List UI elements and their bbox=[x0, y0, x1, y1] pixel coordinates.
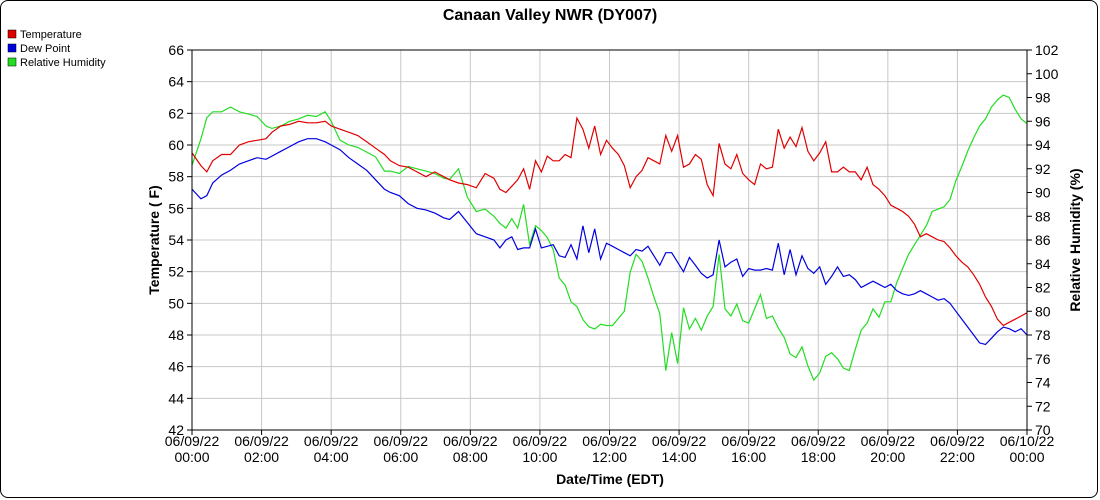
x-tick-label-time: 04:00 bbox=[314, 449, 349, 465]
y-left-tick-label: 50 bbox=[168, 295, 184, 311]
legend: Temperature Dew Point Relative Humidity bbox=[7, 29, 106, 69]
x-tick-label-date: 06/09/22 bbox=[304, 433, 359, 449]
y-right-tick-label: 92 bbox=[1035, 161, 1051, 177]
y-right-tick-label: 88 bbox=[1035, 208, 1051, 224]
x-tick-label-time: 00:00 bbox=[1009, 449, 1044, 465]
legend-label: Dew Point bbox=[20, 43, 70, 55]
x-tick-label-time: 18:00 bbox=[801, 449, 836, 465]
series-layer bbox=[192, 94, 1027, 382]
x-tick-label-date: 06/09/22 bbox=[165, 433, 220, 449]
x-tick-label-time: 12:00 bbox=[592, 449, 627, 465]
legend-swatch bbox=[7, 29, 17, 39]
y-right-tick-label: 76 bbox=[1035, 351, 1051, 367]
y-axis-left-title: Temperature ( F) bbox=[146, 185, 162, 294]
x-tick-label-date: 06/09/22 bbox=[721, 433, 776, 449]
y-right-tick-label: 80 bbox=[1035, 303, 1051, 319]
x-tick-label-time: 10:00 bbox=[522, 449, 557, 465]
x-tick-label-time: 16:00 bbox=[731, 449, 766, 465]
y-right-tick-label: 74 bbox=[1035, 375, 1051, 391]
x-tick-label-time: 22:00 bbox=[940, 449, 975, 465]
x-tick-label-time: 06:00 bbox=[383, 449, 418, 465]
y-right-tick-label: 86 bbox=[1035, 232, 1051, 248]
series-line-dew-point bbox=[192, 138, 1027, 346]
y-left-tick-label: 58 bbox=[168, 169, 184, 185]
y-axis-right-title: Relative Humidity (%) bbox=[1067, 168, 1083, 311]
x-tick-label-time: 14:00 bbox=[662, 449, 697, 465]
y-left-tick-label: 44 bbox=[168, 390, 184, 406]
x-tick-label-date: 06/09/22 bbox=[582, 433, 637, 449]
series-line-relative-humidity bbox=[192, 94, 1027, 382]
y-left-tick-label: 48 bbox=[168, 327, 184, 343]
legend-swatch bbox=[7, 57, 17, 67]
x-tick-label-date: 06/09/22 bbox=[374, 433, 429, 449]
y-right-tick-label: 90 bbox=[1035, 185, 1051, 201]
x-tick-label-time: 20:00 bbox=[870, 449, 905, 465]
legend-label: Relative Humidity bbox=[20, 57, 106, 69]
y-right-tick-label: 100 bbox=[1035, 66, 1059, 82]
y-right-tick-label: 72 bbox=[1035, 398, 1051, 414]
x-tick-label-date: 06/09/22 bbox=[930, 433, 985, 449]
plot-area-border bbox=[191, 49, 1028, 431]
y-right-tick-label: 102 bbox=[1035, 42, 1059, 58]
y-right-tick-label: 94 bbox=[1035, 137, 1051, 153]
grid bbox=[191, 49, 1028, 431]
chart-title: Canaan Valley NWR (DY007) bbox=[443, 7, 657, 24]
y-left-tick-label: 66 bbox=[168, 42, 184, 58]
y-right-tick-label: 84 bbox=[1035, 256, 1051, 272]
legend-swatch bbox=[7, 43, 17, 53]
x-tick-label-date: 06/09/22 bbox=[791, 433, 846, 449]
y-right-tick-label: 98 bbox=[1035, 90, 1051, 106]
x-axis-title: Date/Time (EDT) bbox=[556, 471, 664, 487]
x-tick-label-date: 06/09/22 bbox=[443, 433, 498, 449]
y-left-tick-label: 46 bbox=[168, 359, 184, 375]
y-left-tick-label: 60 bbox=[168, 137, 184, 153]
y-right-tick-label: 96 bbox=[1035, 113, 1051, 129]
legend-label: Temperature bbox=[20, 29, 82, 41]
x-tick-label-date: 06/09/22 bbox=[652, 433, 707, 449]
x-tick-label-time: 08:00 bbox=[453, 449, 488, 465]
y-left-tick-label: 52 bbox=[168, 264, 184, 280]
y-right-tick-label: 82 bbox=[1035, 280, 1051, 296]
y-left-tick-label: 42 bbox=[168, 422, 184, 438]
y-left-tick-label: 62 bbox=[168, 105, 184, 121]
series-line-temperature bbox=[192, 116, 1027, 327]
axes: 42 44 46 48 50 52 54 56 58 60 62 64 66 70 72 74 76 78 80 82… bbox=[165, 42, 1059, 465]
x-tick-label-date: 06/09/22 bbox=[861, 433, 916, 449]
x-tick-label-date: 06/09/22 bbox=[513, 433, 568, 449]
x-tick-label-date: 06/10/22 bbox=[1000, 433, 1055, 449]
x-tick-label-date: 06/09/22 bbox=[234, 433, 289, 449]
y-left-tick-label: 54 bbox=[168, 232, 184, 248]
x-tick-label-time: 02:00 bbox=[244, 449, 279, 465]
y-left-tick-label: 64 bbox=[168, 74, 184, 90]
y-right-tick-label: 70 bbox=[1035, 422, 1051, 438]
y-right-tick-label: 78 bbox=[1035, 327, 1051, 343]
x-tick-label-time: 00:00 bbox=[174, 449, 209, 465]
y-left-tick-label: 56 bbox=[168, 200, 184, 216]
